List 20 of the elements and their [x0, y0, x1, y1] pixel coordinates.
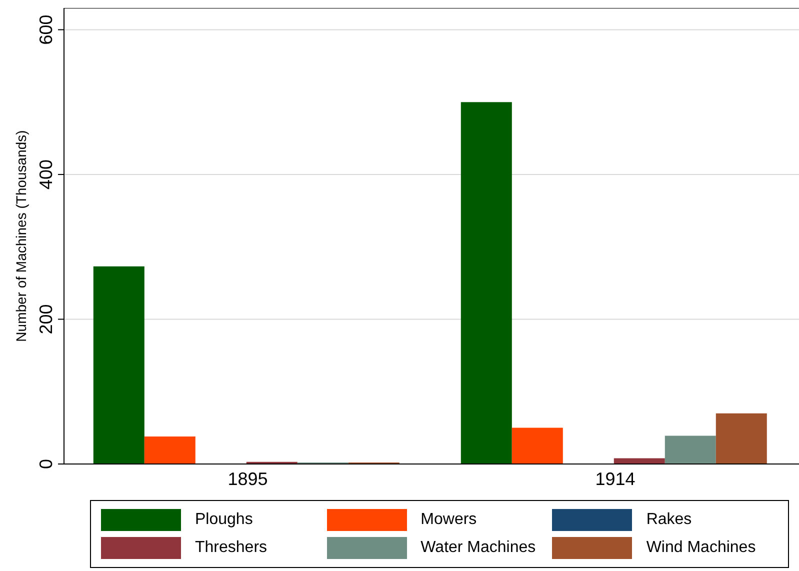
legend-label: Threshers — [195, 539, 268, 557]
bar — [93, 266, 144, 464]
bar — [144, 436, 196, 464]
bar — [716, 413, 767, 464]
bar — [614, 458, 665, 464]
bar — [460, 102, 512, 464]
y-axis-title: Number of Machines (Thousands) — [12, 130, 29, 342]
y-tick-label: 600 — [36, 14, 56, 45]
x-tick-label: 1914 — [595, 468, 636, 489]
legend-label: Ploughs — [195, 511, 253, 529]
legend-label: Wind Machines — [646, 539, 756, 557]
legend-label: Mowers — [420, 511, 477, 529]
x-tick-label: 1895 — [228, 468, 268, 489]
legend-label: Rakes — [646, 511, 692, 529]
y-tick-label: 200 — [36, 304, 56, 334]
bar — [664, 436, 716, 464]
legend-label: Water Machines — [420, 539, 536, 557]
y-tick-label: 0 — [36, 458, 56, 470]
bar — [512, 428, 563, 464]
y-tick-label: 400 — [36, 159, 56, 190]
